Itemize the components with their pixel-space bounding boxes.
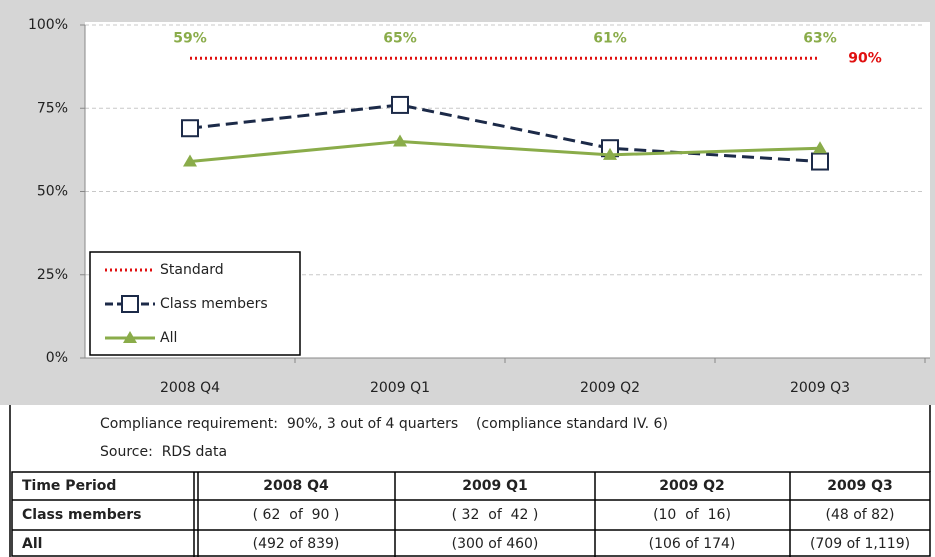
table-cell: (492 of 839) (253, 536, 340, 552)
marker-square (121, 295, 139, 313)
note-requirement: Compliance requirement: 90%, 3 out of 4 … (100, 416, 668, 432)
y-tick-label: 50% (37, 184, 68, 200)
data-label: 65% (383, 30, 417, 46)
table-cell: (300 of 460) (452, 536, 539, 552)
marker-square (181, 119, 199, 138)
table-cell: (48 of 82) (826, 507, 895, 523)
legend-label: Class members (160, 296, 268, 312)
y-tick-label: 75% (37, 100, 68, 116)
table-header: Time Period (22, 478, 116, 494)
table-row-label: All (22, 536, 42, 552)
marker-square (811, 152, 829, 171)
marker-triangle (813, 141, 827, 154)
table-cell: (106 of 174) (649, 536, 736, 552)
marker-triangle (123, 331, 137, 343)
marker-triangle (603, 147, 617, 160)
table-header: 2009 Q2 (659, 478, 724, 494)
marker-square (391, 95, 409, 114)
table-header: 2008 Q4 (263, 478, 329, 494)
x-tick-label: 2008 Q4 (160, 380, 220, 396)
marker-triangle (393, 134, 407, 147)
y-tick-label: 25% (37, 267, 68, 283)
table-header: 2009 Q1 (462, 478, 527, 494)
legend-label: All (160, 330, 177, 346)
x-tick-label: 2009 Q1 (370, 380, 430, 396)
series-line (189, 140, 821, 164)
data-label: 59% (173, 30, 207, 46)
table-cell: (709 of 1,119) (810, 536, 910, 552)
table-header: 2009 Q3 (827, 478, 892, 494)
data-label: 63% (803, 30, 837, 46)
y-tick-label: 0% (46, 350, 68, 366)
y-tick-label: 100% (28, 17, 68, 33)
table-cell: ( 62 of 90 ) (253, 507, 340, 523)
table-row-label: Class members (22, 507, 142, 523)
marker-triangle (183, 154, 197, 167)
table-border (11, 471, 931, 557)
x-tick-label: 2009 Q3 (790, 380, 850, 396)
series-line (189, 103, 821, 164)
note-source: Source: RDS data (100, 444, 227, 460)
x-tick-label: 2009 Q2 (580, 380, 640, 396)
table-cell: (10 of 16) (653, 507, 731, 523)
table-cell: ( 32 of 42 ) (452, 507, 539, 523)
end-label: 90% (848, 50, 882, 66)
legend-label: Standard (160, 262, 224, 278)
data-label: 61% (593, 30, 627, 46)
